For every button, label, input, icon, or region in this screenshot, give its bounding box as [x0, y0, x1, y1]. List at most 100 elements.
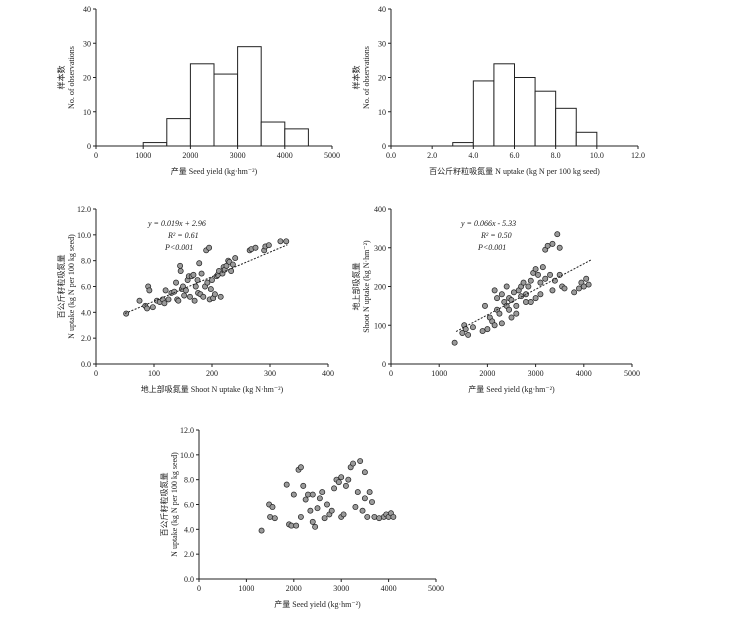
scatter-point [283, 238, 290, 245]
y-tick-label: 0 [87, 142, 91, 151]
scatter-point [359, 507, 366, 514]
scatter-point [293, 522, 300, 529]
x-tick-label: 6.0 [510, 151, 520, 160]
scatter-point [180, 283, 186, 290]
scatter-point [451, 339, 458, 346]
scatter-point [191, 297, 198, 304]
scatter-point [277, 238, 284, 245]
scatter-point [228, 268, 235, 274]
y-tick-label: 40 [378, 5, 386, 14]
scatter-point [123, 310, 130, 317]
scatter-point [314, 505, 321, 512]
scatter-point [196, 260, 203, 267]
y-tick-label: 0 [382, 142, 386, 151]
scatter-point [496, 310, 503, 317]
scatter-point [144, 305, 150, 312]
scatter-point [181, 292, 188, 299]
y-tick-label: 0.0 [81, 360, 91, 369]
x-tick-label: 8.0 [551, 151, 561, 160]
scatter-point [331, 485, 338, 492]
scatter-point [527, 299, 534, 305]
y-tick-label: 400 [374, 205, 386, 214]
scatter-point [366, 489, 373, 496]
y-tick-label: 30 [83, 39, 91, 48]
regression-line [455, 259, 592, 332]
scatter-point [192, 283, 199, 290]
scatter-point [585, 281, 592, 288]
x-tick-label: 100 [148, 369, 160, 378]
y-tick-label: 8.0 [81, 257, 91, 266]
scatter-point [482, 302, 488, 309]
x-tick-label: 0 [389, 369, 393, 378]
y-tick-label: 100 [374, 321, 386, 330]
x-tick-label: 12.0 [631, 151, 645, 160]
y-tick-label: 0 [382, 360, 386, 369]
scatter-point [539, 264, 546, 271]
x-tick-label: 2000 [286, 584, 302, 593]
scatter-point [508, 314, 515, 321]
scatter-point [340, 511, 347, 518]
scatter-point [527, 277, 534, 284]
scatter-point [532, 295, 539, 302]
x-tick-label: 5000 [428, 584, 444, 593]
x-tick-label: 5000 [324, 151, 340, 160]
scatter-point [307, 507, 314, 514]
scatter-point [513, 302, 520, 309]
scatter-point [361, 469, 368, 476]
annotation-text: y = 0.066x - 5.33 [460, 219, 516, 228]
y-tick-label: 4.0 [184, 525, 194, 534]
y-tick-label: 40 [83, 5, 91, 14]
histogram-bar [575, 131, 598, 147]
scatter-point [369, 499, 375, 505]
x-tick-label: 4000 [381, 584, 397, 593]
scatter-point [200, 293, 207, 300]
scatter-point [371, 513, 378, 520]
scatter-point [206, 244, 213, 251]
y-axis-label-en: N uptake (kg N per 100 kg seed) [67, 234, 76, 339]
scatter-point [175, 297, 182, 304]
histogram-bar [237, 46, 262, 147]
histogram-bar [142, 142, 168, 147]
scatter-point [171, 288, 178, 295]
scatter-point [223, 262, 230, 269]
x-tick-label: 0 [197, 584, 201, 593]
scatter-point [269, 504, 276, 510]
x-tick-label: 1000 [431, 369, 447, 378]
scatter-point [520, 279, 527, 286]
scatter-point [182, 287, 189, 294]
scatter-point [204, 279, 211, 286]
y-tick-label: 200 [374, 283, 386, 292]
scatter-point [300, 482, 307, 489]
scatter-point [469, 324, 476, 331]
scatter-point [484, 326, 491, 333]
scatter-point [136, 297, 143, 304]
scatter-point [352, 504, 359, 510]
scatter-point [335, 479, 342, 486]
scatter-point [350, 460, 356, 467]
y-tick-label: 300 [374, 244, 386, 253]
scatter-point [165, 296, 172, 303]
scatter-point [542, 275, 549, 282]
panel-c-scatter-shoot-n-vs-n-uptake: 0 100 200 300 400 0.0 2.0 4.0 6.0 8.0 10.0 12.0 地上部吸… [56, 205, 334, 394]
scatter-point [503, 283, 510, 290]
scatter-point [498, 291, 505, 298]
scatter-point [209, 277, 215, 283]
x-axis-label: 地上部吸氮量 Shoot N uptake (kg N·hm⁻²) [141, 384, 284, 394]
scatter-point [523, 299, 529, 305]
scatter-point [491, 287, 498, 294]
y-tick-label: 6.0 [81, 283, 91, 292]
x-tick-label: 3000 [333, 584, 349, 593]
scatter-point [190, 271, 197, 278]
x-axis-label: 产量 Seed yield (kg·hm⁻²) [274, 599, 361, 609]
x-tick-label: 2000 [479, 369, 495, 378]
x-tick-label: 1000 [238, 584, 254, 593]
scatter-point [583, 275, 590, 282]
scatter-point [390, 513, 397, 520]
y-axis-label-cn: 百公斤籽粒吸氮量 [159, 473, 169, 537]
scatter-point [556, 244, 563, 251]
scatter-point [525, 283, 532, 290]
scatter-point [316, 495, 323, 502]
histogram-bar [452, 142, 474, 147]
scatter-point [283, 481, 290, 488]
scatter-point [357, 458, 364, 464]
